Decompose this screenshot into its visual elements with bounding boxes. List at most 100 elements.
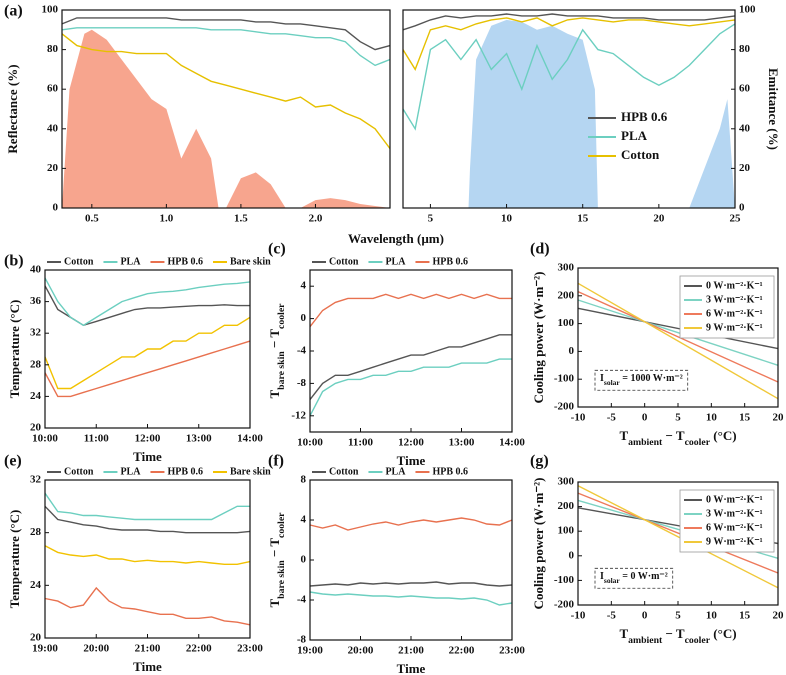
reflectance-line bbox=[61, 17, 391, 51]
x-axis-title-part: cooler bbox=[685, 437, 711, 448]
y-tick-label: 300 bbox=[558, 476, 575, 488]
x-axis-title: Time bbox=[397, 453, 426, 468]
x-tick-label: 10 bbox=[706, 412, 718, 424]
x-tick-label: 5 bbox=[675, 610, 681, 622]
y-axis-title: Cooling power (W·m⁻²) bbox=[531, 478, 546, 610]
y-tick-label: 32 bbox=[30, 474, 42, 486]
annotation-part: = 0 W·m⁻² bbox=[620, 571, 668, 582]
solar-spectrum bbox=[62, 29, 390, 208]
x-tick-label: 23:00 bbox=[237, 643, 263, 655]
y-axis-title: Cooling power (W·m⁻²) bbox=[531, 272, 546, 404]
y-tick-label: 24 bbox=[30, 390, 42, 402]
y-tick-label: 0 bbox=[569, 549, 575, 561]
series-line bbox=[44, 492, 250, 521]
legend-label: 0 W·m⁻²·K⁻¹ bbox=[706, 494, 763, 505]
legend-label: 9 W·m⁻²·K⁻¹ bbox=[706, 322, 763, 333]
y-tick-label: 4 bbox=[301, 514, 307, 526]
x-tick-label: 13:00 bbox=[449, 437, 475, 449]
x-tick-label: 20:00 bbox=[83, 643, 109, 655]
x-tick-label: 0 bbox=[642, 412, 648, 424]
legend-label: 0 W·m⁻²·K⁻¹ bbox=[706, 280, 763, 291]
y-tick-label: -100 bbox=[554, 574, 575, 586]
x-axis-title-part: T bbox=[619, 626, 628, 641]
x-tick-label: 1.5 bbox=[234, 213, 248, 225]
legend-label: HPB 0.6 bbox=[621, 109, 668, 124]
y-axis-title-part: − T bbox=[267, 329, 282, 352]
legend-label: Cotton bbox=[329, 256, 359, 267]
y-tick-label: -200 bbox=[554, 599, 575, 611]
series-line bbox=[44, 505, 251, 534]
emittance-line bbox=[402, 23, 736, 131]
y-tick-label: 40 bbox=[739, 122, 751, 134]
x-axis-title: Tambient − Tcooler (°C) bbox=[619, 428, 736, 448]
x-tick-label: 23:00 bbox=[499, 645, 525, 657]
x-tick-label: 12:00 bbox=[135, 433, 161, 445]
annotation: Isolar = 0 W·m⁻² bbox=[600, 571, 668, 585]
x-tick-label: 5 bbox=[675, 412, 681, 424]
y-tick-label: -8 bbox=[297, 634, 307, 646]
series-line bbox=[309, 591, 513, 606]
x-tick-label: 21:00 bbox=[135, 643, 161, 655]
plot-frame bbox=[44, 479, 251, 639]
x-tick-label: 25 bbox=[730, 213, 742, 225]
x-tick-label: 21:00 bbox=[398, 645, 424, 657]
y-axis-title: Reflectance (%) bbox=[5, 64, 20, 153]
series-line bbox=[44, 340, 251, 398]
x-tick-label: -5 bbox=[607, 412, 617, 424]
x-tick-label: -10 bbox=[571, 610, 586, 622]
annotation-part: I bbox=[600, 571, 604, 582]
series-line bbox=[44, 285, 250, 327]
x-axis-title: Tambient − Tcooler (°C) bbox=[619, 626, 736, 646]
y-axis-title-part: bare skin bbox=[276, 351, 287, 390]
y-tick-label: 60 bbox=[47, 83, 59, 95]
series-line bbox=[44, 316, 251, 390]
legend-label: Cotton bbox=[64, 256, 94, 267]
y-tick-label: 8 bbox=[301, 474, 307, 486]
legend-label: PLA bbox=[120, 466, 141, 477]
x-tick-label: 10 bbox=[501, 213, 513, 225]
y-tick-label: 80 bbox=[739, 43, 751, 55]
x-axis-title-part: (°C) bbox=[710, 428, 737, 443]
x-axis-title-part: − T bbox=[662, 428, 685, 443]
y-tick-label: 60 bbox=[739, 83, 751, 95]
annotation-part: solar bbox=[604, 378, 621, 387]
reflectance-line bbox=[61, 33, 391, 150]
series-line bbox=[577, 492, 779, 574]
legend-label: 3 W·m⁻²·K⁻¹ bbox=[706, 508, 763, 519]
legend-label: Cotton bbox=[621, 147, 660, 162]
emittance-line bbox=[402, 17, 736, 71]
legend-label: Cotton bbox=[329, 466, 359, 477]
panel-label: (a) bbox=[4, 3, 23, 20]
y-tick-label: -200 bbox=[554, 401, 575, 413]
y-tick-label: 80 bbox=[47, 43, 59, 55]
x-tick-label: 22:00 bbox=[186, 643, 212, 655]
x-axis-title: Time bbox=[133, 659, 162, 674]
series-line bbox=[309, 581, 513, 587]
annotation-part: = 1000 W·m⁻² bbox=[620, 373, 683, 384]
legend-label: Bare skin bbox=[230, 256, 271, 267]
y-tick-label: 0 bbox=[301, 312, 307, 324]
y-axis-title-part: T bbox=[267, 599, 282, 608]
series-line bbox=[577, 485, 779, 589]
x-tick-label: 19:00 bbox=[297, 645, 323, 657]
series-line bbox=[577, 299, 779, 366]
y2-axis-title: Emittance (%) bbox=[766, 68, 781, 150]
x-tick-label: -5 bbox=[607, 610, 617, 622]
y-tick-label: 28 bbox=[30, 526, 42, 538]
y-axis-title-part: bare skin bbox=[276, 560, 287, 599]
y-tick-label: -8 bbox=[297, 377, 307, 389]
atmospheric-window bbox=[403, 19, 735, 209]
x-tick-label: 10:00 bbox=[32, 433, 58, 445]
panel-label: (d) bbox=[530, 241, 550, 258]
legend-label: HPB 0.6 bbox=[167, 466, 203, 477]
y-tick-label: 20 bbox=[30, 632, 42, 644]
x-tick-label: 11:00 bbox=[84, 433, 110, 445]
y-axis-title-part: T bbox=[267, 390, 282, 399]
y-axis-title: Temperature (°C) bbox=[7, 300, 22, 399]
legend-label: 9 W·m⁻²·K⁻¹ bbox=[706, 536, 763, 547]
x-tick-label: 14:00 bbox=[237, 433, 263, 445]
y-tick-label: 20 bbox=[739, 162, 751, 174]
x-axis-title: Time bbox=[397, 661, 426, 675]
y-axis-title: Temperature (°C) bbox=[7, 510, 22, 609]
